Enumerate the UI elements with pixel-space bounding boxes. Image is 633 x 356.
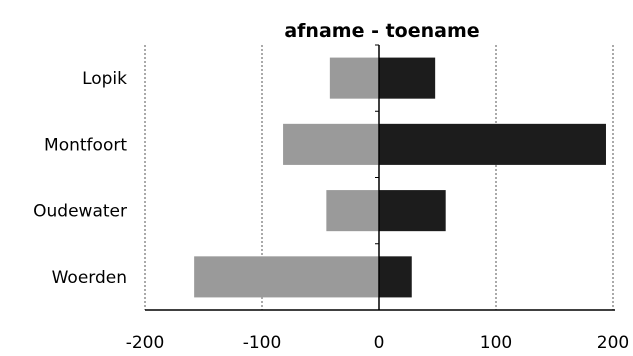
x-tick-label: 100 [480, 333, 512, 353]
category-label: Lopik [82, 69, 127, 89]
bar-positive-oudewater [379, 190, 446, 232]
category-label: Oudewater [33, 202, 127, 222]
bar-negative-oudewater [326, 190, 379, 232]
x-tick-label: -100 [243, 333, 282, 353]
x-tick-label: 0 [374, 333, 385, 353]
labels: Lopik Montfoort Oudewater Woerden -200 -100 0 1… [33, 69, 629, 353]
bar-negative-montfoort [283, 123, 379, 165]
bar-positive-woerden [379, 256, 412, 298]
bar-negative-lopik [329, 57, 379, 99]
category-label: Woerden [52, 268, 127, 288]
x-tick-label: 200 [597, 333, 629, 353]
bars [194, 57, 606, 298]
category-label: Montfoort [44, 135, 127, 155]
bar-positive-montfoort [379, 123, 606, 165]
chart-title: afname - toename [284, 20, 479, 42]
bar-negative-woerden [194, 256, 379, 298]
x-tick-label: -200 [126, 333, 165, 353]
axes [145, 44, 615, 311]
bar-positive-lopik [379, 57, 436, 99]
